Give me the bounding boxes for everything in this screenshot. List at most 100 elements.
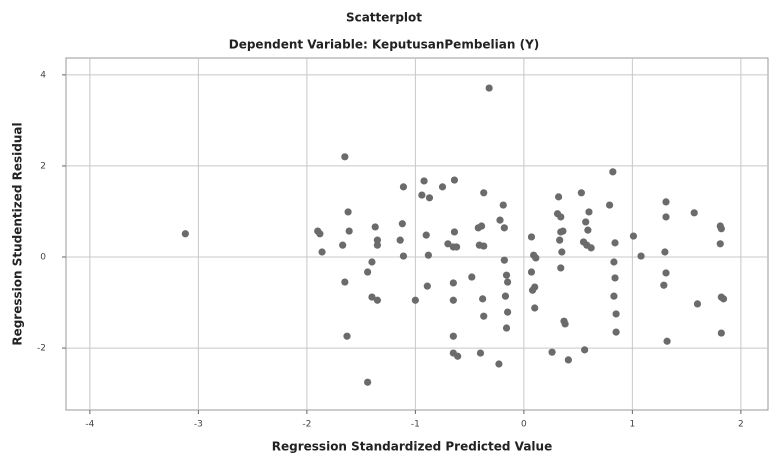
point — [499, 201, 507, 209]
point — [690, 209, 698, 217]
y-axis-title: Regression Studentized Residual — [11, 122, 25, 345]
point — [420, 177, 428, 185]
x-tick-label: 0 — [521, 420, 527, 430]
point — [610, 292, 618, 300]
point — [531, 304, 539, 312]
point — [611, 274, 619, 282]
point — [609, 168, 617, 176]
point — [663, 337, 671, 345]
point — [318, 248, 326, 256]
point — [557, 264, 565, 272]
x-tick-label: -1 — [411, 420, 420, 430]
x-tick-label: 2 — [738, 420, 744, 430]
point — [503, 308, 512, 316]
point — [559, 227, 567, 235]
point — [693, 300, 702, 308]
point — [585, 208, 593, 216]
point — [345, 227, 353, 235]
chart-subtitle: Dependent Variable: KeputusanPembelian (… — [229, 38, 540, 52]
point — [438, 183, 447, 191]
point — [554, 193, 563, 201]
point — [637, 252, 645, 260]
point — [662, 198, 670, 206]
x-tick-label: -4 — [85, 420, 94, 430]
point — [581, 346, 589, 354]
point — [181, 230, 189, 238]
point — [373, 296, 381, 304]
point — [584, 226, 592, 234]
point — [449, 332, 457, 340]
point — [341, 278, 349, 286]
point — [373, 241, 381, 249]
point — [468, 273, 476, 281]
point — [502, 324, 511, 332]
x-axis-title: Regression Standardized Predicted Value — [272, 440, 552, 454]
point — [480, 312, 488, 320]
point — [719, 295, 728, 303]
point — [716, 240, 724, 248]
y-tick-label: -2 — [37, 344, 46, 354]
point — [418, 191, 426, 199]
point — [364, 268, 372, 276]
point — [605, 201, 614, 209]
point — [558, 248, 566, 256]
point — [399, 252, 408, 260]
point — [344, 208, 352, 216]
point — [373, 236, 381, 244]
y-tick-label: 2 — [40, 161, 46, 171]
point — [717, 225, 725, 233]
point — [587, 244, 595, 252]
point — [548, 348, 556, 356]
point — [528, 286, 537, 294]
point — [396, 236, 404, 244]
point — [557, 213, 565, 221]
point — [411, 296, 419, 304]
point — [422, 231, 430, 239]
point — [425, 194, 434, 202]
point — [343, 332, 351, 340]
point — [561, 320, 569, 328]
point — [368, 293, 376, 301]
point — [661, 248, 669, 256]
point — [556, 236, 564, 244]
point — [527, 268, 536, 276]
point — [501, 292, 510, 300]
point — [577, 189, 585, 197]
point — [450, 176, 459, 184]
point — [611, 239, 619, 247]
point — [341, 153, 349, 161]
point — [495, 360, 503, 368]
plot-area: -4 -3 -2 -1 0 1 2 -2 0 2 4 — [37, 57, 769, 430]
point — [453, 243, 461, 251]
point — [532, 254, 540, 262]
point — [424, 251, 432, 259]
x-tick-label: -3 — [194, 420, 203, 430]
chart-title: Scatterplot — [346, 11, 422, 25]
point — [502, 271, 511, 279]
point — [450, 228, 459, 236]
x-tick-label: 1 — [630, 420, 636, 430]
point — [480, 189, 488, 197]
x-tick-label: -2 — [302, 420, 311, 430]
point — [662, 269, 670, 277]
point — [496, 216, 504, 224]
point — [398, 220, 406, 228]
point — [500, 256, 508, 264]
plot-frame — [65, 57, 769, 411]
point — [612, 328, 620, 336]
point — [454, 352, 462, 360]
point — [527, 233, 536, 241]
y-tick-label: 4 — [40, 70, 46, 80]
point — [316, 230, 324, 238]
y-tick-label: 0 — [40, 252, 46, 262]
point — [582, 218, 590, 226]
point — [364, 378, 372, 386]
point — [423, 282, 431, 290]
point — [444, 240, 452, 248]
point — [399, 183, 408, 191]
point — [629, 232, 638, 240]
point — [449, 279, 457, 287]
point — [477, 222, 486, 230]
